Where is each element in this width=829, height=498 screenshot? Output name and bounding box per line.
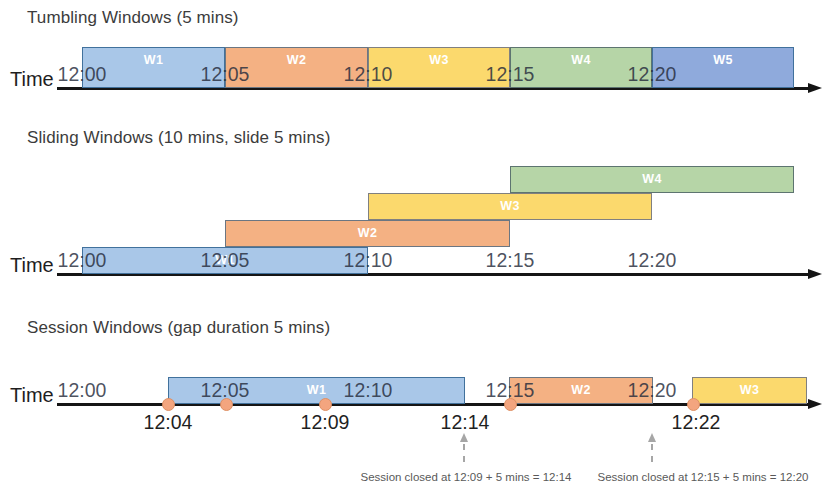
tumbling-section-title: Tumbling Windows (5 mins) <box>27 8 239 28</box>
session-section-title: Session Windows (gap duration 5 mins) <box>27 318 330 338</box>
tumbling-tick-12-05: 12:05 <box>187 63 263 86</box>
session-event-label-12-14: 12:14 <box>427 411 503 434</box>
sliding-window-w3: W3 <box>368 193 652 220</box>
session-axis-arrowhead-icon <box>808 399 822 409</box>
sliding-tick-12-15: 12:15 <box>472 249 548 272</box>
sliding-window-w2: W2 <box>225 220 510 247</box>
tumbling-axis-arrowhead-icon <box>808 83 822 93</box>
sliding-axis-arrowhead-icon <box>808 269 822 279</box>
sliding-window-w4-label: W4 <box>511 172 793 186</box>
tumbling-tick-12-20: 12:20 <box>614 63 690 86</box>
callout-up-arrow-icon-1 <box>460 433 468 442</box>
session-event-dot-3 <box>319 398 332 411</box>
sliding-window-w4: W4 <box>510 166 794 193</box>
session-event-label-12-04: 12:04 <box>130 411 206 434</box>
session-window-w3: W3 <box>692 377 807 404</box>
callout-up-arrow-icon-2 <box>648 433 656 442</box>
tumbling-tick-12-10: 12:10 <box>330 63 406 86</box>
session-event-dot-4 <box>504 398 517 411</box>
callout-text-1: Session closed at 12:09 + 5 mins = 12:14 <box>361 471 572 483</box>
session-event-label-12-09: 12:09 <box>287 411 363 434</box>
sliding-tick-12-20: 12:20 <box>614 249 690 272</box>
sliding-window-w3-label: W3 <box>369 199 651 213</box>
session-event-dot-5 <box>687 398 700 411</box>
sliding-tick-12-10: 12:10 <box>330 249 406 272</box>
session-tick-12-00: 12:00 <box>44 379 120 402</box>
tumbling-tick-12-15: 12:15 <box>472 63 548 86</box>
sliding-tick-12-05: 12:05 <box>187 249 263 272</box>
session-event-dot-1 <box>162 398 175 411</box>
sliding-tick-12-00: 12:00 <box>44 249 120 272</box>
session-event-label-12-22: 12:22 <box>658 411 734 434</box>
tumbling-tick-12-00: 12:00 <box>44 63 120 86</box>
session-event-dot-2 <box>220 398 233 411</box>
sliding-window-w2-label: W2 <box>226 226 509 240</box>
session-window-w3-label: W3 <box>693 383 806 397</box>
callout-arrow-shaft-1 <box>463 444 465 462</box>
windowing-strategies-diagram: Tumbling Windows (5 mins) Sliding Window… <box>0 0 829 498</box>
session-tick-12-10: 12:10 <box>330 379 406 402</box>
callout-arrow-shaft-2 <box>651 444 653 462</box>
callout-text-2: Session closed at 12:15 + 5 mins = 12:20 <box>598 471 809 483</box>
sliding-section-title: Sliding Windows (10 mins, slide 5 mins) <box>27 128 330 148</box>
session-tick-12-20: 12:20 <box>614 379 690 402</box>
